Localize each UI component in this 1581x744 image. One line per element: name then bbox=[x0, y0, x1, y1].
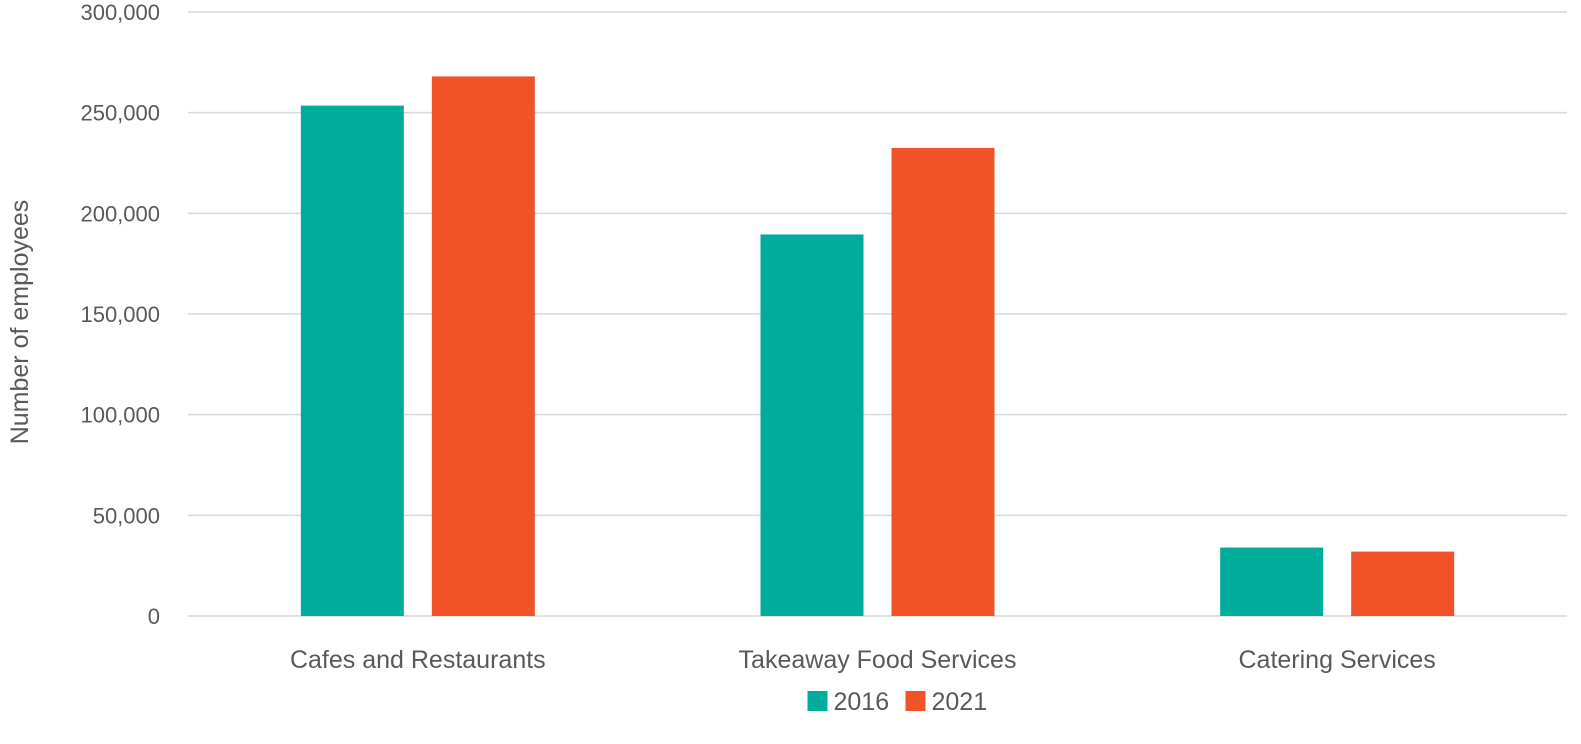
x-axis-category-labels: Cafes and Restaurants Takeaway Food Servi… bbox=[290, 646, 1436, 674]
x-category-label: Takeaway Food Services bbox=[739, 646, 1017, 674]
y-tick-label: 150,000 bbox=[80, 302, 160, 327]
legend-swatch-2021 bbox=[906, 691, 926, 711]
bar-2021 bbox=[892, 148, 995, 616]
legend-label-2021: 2021 bbox=[932, 688, 988, 716]
x-category-label: Cafes and Restaurants bbox=[290, 646, 546, 674]
bar-2016 bbox=[1220, 548, 1323, 616]
y-tick-label: 50,000 bbox=[93, 503, 160, 528]
y-tick-label: 300,000 bbox=[80, 0, 160, 25]
bar-2016 bbox=[301, 106, 404, 616]
y-tick-label: 250,000 bbox=[80, 101, 160, 126]
legend: 2016 2021 bbox=[808, 688, 988, 716]
y-axis-title: Number of employees bbox=[6, 200, 34, 445]
bar-2016 bbox=[761, 234, 864, 616]
y-axis-tick-labels: 0 50,000 100,000 150,000 200,000 250,000 300,0… bbox=[80, 0, 160, 629]
bar-2021 bbox=[432, 76, 535, 616]
y-tick-label: 0 bbox=[148, 604, 160, 629]
legend-label-2016: 2016 bbox=[834, 688, 890, 716]
bars bbox=[301, 76, 1454, 616]
legend-swatch-2016 bbox=[808, 691, 828, 711]
x-category-label: Catering Services bbox=[1239, 646, 1436, 674]
y-tick-label: 200,000 bbox=[80, 201, 160, 226]
y-tick-label: 100,000 bbox=[80, 403, 160, 428]
bar-2021 bbox=[1351, 552, 1454, 616]
